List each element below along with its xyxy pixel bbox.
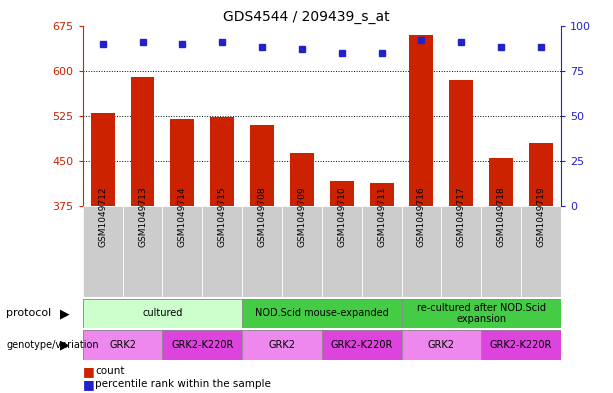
Text: GDS4544 / 209439_s_at: GDS4544 / 209439_s_at xyxy=(223,10,390,24)
Bar xyxy=(170,119,194,206)
Bar xyxy=(441,206,481,297)
Text: GSM1049717: GSM1049717 xyxy=(457,186,466,247)
Bar xyxy=(402,299,561,328)
Text: ▶: ▶ xyxy=(59,338,69,351)
Text: GSM1049709: GSM1049709 xyxy=(297,186,306,247)
Text: GSM1049711: GSM1049711 xyxy=(377,186,386,247)
Bar xyxy=(202,206,242,297)
Bar xyxy=(83,330,162,360)
Bar xyxy=(402,206,441,297)
Bar xyxy=(362,206,402,297)
Text: ■: ■ xyxy=(83,378,94,391)
Bar xyxy=(370,184,394,206)
Bar xyxy=(91,113,115,206)
Text: GRK2: GRK2 xyxy=(428,340,455,350)
Text: GSM1049713: GSM1049713 xyxy=(138,186,147,247)
Text: re-cultured after NOD.Scid
expansion: re-cultured after NOD.Scid expansion xyxy=(417,303,546,324)
Text: GSM1049718: GSM1049718 xyxy=(497,186,506,247)
Text: GRK2-K220R: GRK2-K220R xyxy=(330,340,393,350)
Text: GSM1049712: GSM1049712 xyxy=(98,187,107,247)
Bar xyxy=(282,206,322,297)
Text: protocol: protocol xyxy=(6,309,51,318)
Bar xyxy=(123,206,162,297)
Text: ■: ■ xyxy=(83,365,94,378)
Bar xyxy=(131,77,154,206)
Bar xyxy=(402,330,481,360)
Bar xyxy=(449,80,473,206)
Bar xyxy=(242,330,322,360)
Bar xyxy=(83,206,123,297)
Bar xyxy=(481,330,561,360)
Bar xyxy=(210,117,234,206)
Text: GSM1049714: GSM1049714 xyxy=(178,187,187,247)
Bar xyxy=(409,35,433,206)
Text: GSM1049716: GSM1049716 xyxy=(417,186,426,247)
Bar xyxy=(242,206,282,297)
Bar xyxy=(322,206,362,297)
Text: GRK2: GRK2 xyxy=(268,340,295,350)
Bar xyxy=(322,330,402,360)
Bar xyxy=(481,206,521,297)
Bar xyxy=(162,330,242,360)
Text: GSM1049710: GSM1049710 xyxy=(337,186,346,247)
Text: GRK2-K220R: GRK2-K220R xyxy=(490,340,552,350)
Bar xyxy=(290,153,314,206)
Text: GSM1049715: GSM1049715 xyxy=(218,186,227,247)
Text: genotype/variation: genotype/variation xyxy=(6,340,99,350)
Bar xyxy=(489,158,513,206)
Bar xyxy=(162,206,202,297)
Bar xyxy=(521,206,561,297)
Text: GRK2-K220R: GRK2-K220R xyxy=(171,340,234,350)
Text: GSM1049708: GSM1049708 xyxy=(257,186,267,247)
Text: count: count xyxy=(95,366,124,376)
Text: GRK2: GRK2 xyxy=(109,340,136,350)
Bar xyxy=(529,143,553,206)
Text: NOD.Scid mouse-expanded: NOD.Scid mouse-expanded xyxy=(255,309,389,318)
Text: ▶: ▶ xyxy=(59,307,69,320)
Text: percentile rank within the sample: percentile rank within the sample xyxy=(95,379,271,389)
Bar xyxy=(83,299,242,328)
Text: GSM1049719: GSM1049719 xyxy=(536,186,546,247)
Bar xyxy=(330,181,354,206)
Bar xyxy=(242,299,402,328)
Text: cultured: cultured xyxy=(142,309,183,318)
Bar xyxy=(250,125,274,206)
